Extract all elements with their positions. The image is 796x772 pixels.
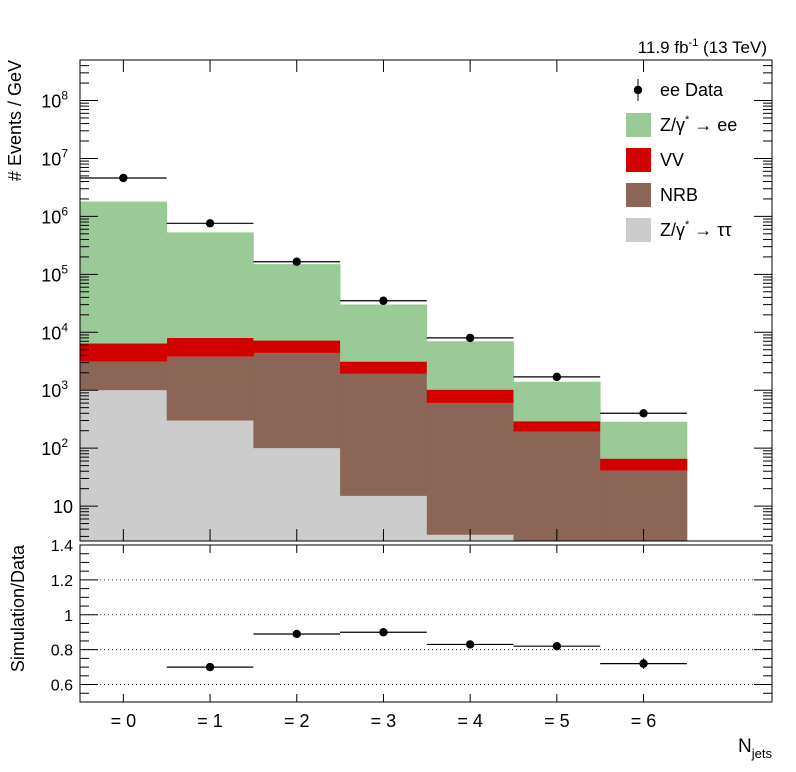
data-points — [80, 173, 687, 418]
bar-z-ee-1 — [166, 232, 254, 338]
ratio-points — [166, 628, 687, 672]
x-tick-label-1: = 1 — [197, 711, 223, 731]
ratio-plot-frame — [79, 544, 773, 703]
bar-vv-4 — [426, 389, 514, 403]
data-point-2 — [292, 257, 301, 266]
x-tick-labels: = 0 = 1 = 2 = 3 = 4 = 5 = 6 — [111, 711, 657, 731]
ratio-point-6 — [639, 659, 648, 668]
bar-z-ee-2 — [253, 264, 341, 341]
bar-z-ee-4 — [426, 341, 514, 390]
x-tick-label-0: = 0 — [111, 711, 137, 731]
ratio-tick-label-4: 1.4 — [51, 538, 73, 555]
legend: ee Data Z/γ* → ee VV NRB Z/γ* → ττ — [626, 79, 737, 242]
y-tick-label-2: 103 — [41, 378, 68, 401]
bar-nrb-0 — [80, 361, 168, 391]
y-axis-title: # Events / GeV — [5, 60, 25, 181]
data-point-6 — [639, 409, 648, 418]
y-tick-label-4: 105 — [41, 262, 68, 285]
ratio-tick-label-2: 1 — [64, 608, 73, 625]
x-tick-label-6: = 6 — [631, 711, 657, 731]
ratio-point-3 — [379, 628, 388, 637]
legend-label-data: ee Data — [660, 80, 724, 100]
ratio-point-5 — [552, 641, 562, 651]
ratio-y-axis-title: Simulation/Data — [8, 544, 28, 672]
ratio-point-2 — [292, 629, 301, 639]
y-tick-label-5: 106 — [41, 204, 68, 227]
legend-swatch-1 — [626, 113, 651, 137]
y-tick-label-7: 108 — [41, 89, 68, 112]
x-tick-label-2: = 2 — [284, 711, 310, 731]
y-tick-label-3: 104 — [41, 320, 68, 343]
legend-label-4: Z/γ* → ττ — [660, 219, 732, 240]
bar-vv-5 — [513, 421, 601, 432]
luminosity-label: 11.9 fb-1 (13 TeV) — [638, 37, 767, 57]
ratio-axes: 0.6 0.8 1 1.2 1.4 — [51, 538, 772, 703]
legend-swatch-3 — [626, 183, 651, 207]
ratio-tick-label-0: 0.6 — [51, 678, 73, 695]
bar-vv-2 — [253, 340, 341, 353]
data-point-5 — [552, 372, 562, 382]
bar-z-ee-3 — [340, 304, 428, 362]
x-tick-label-3: = 3 — [371, 711, 397, 731]
bar-vv-3 — [340, 361, 428, 374]
y-tick-label-0: 10 — [53, 497, 73, 517]
data-point-4 — [465, 333, 475, 343]
x-axis-title: Njets — [738, 736, 772, 761]
ratio-tick-label-1: 0.8 — [51, 643, 73, 660]
bar-z--2 — [253, 448, 341, 541]
ratio-tick-label-3: 1.2 — [51, 573, 73, 590]
bar-nrb-4 — [426, 402, 514, 535]
x-tick-label-5: = 5 — [544, 711, 570, 731]
bar-z-ee-0 — [80, 201, 168, 344]
bar-vv-6 — [600, 458, 688, 471]
bar-vv-1 — [166, 337, 254, 357]
y-tick-label-6: 107 — [41, 146, 68, 169]
upper-plot-frame — [79, 59, 773, 542]
ratio-point-1 — [205, 662, 215, 672]
bar-nrb-3 — [340, 373, 428, 496]
bar-vv-0 — [80, 343, 168, 362]
bar-z--1 — [166, 420, 254, 541]
legend-label-3: NRB — [660, 185, 698, 205]
x-tick-label-4: = 4 — [457, 711, 483, 731]
bar-z-ee-5 — [513, 381, 601, 422]
legend-swatch-4 — [626, 218, 651, 242]
legend-label-2: VV — [660, 150, 684, 170]
data-point-1 — [205, 219, 215, 228]
data-point-3 — [379, 296, 388, 305]
data-point-0 — [119, 173, 128, 183]
bar-nrb-1 — [166, 356, 254, 421]
y-tick-label-1: 102 — [41, 436, 68, 459]
bar-z-ee-6 — [600, 421, 688, 459]
legend-label-1: Z/γ* → ee — [660, 114, 737, 135]
bar-nrb-5 — [513, 431, 601, 541]
bar-z--0 — [80, 390, 168, 541]
bar-nrb-2 — [253, 352, 341, 449]
upper-axes: 10 102 103 104 105 106 107 108 — [41, 59, 772, 541]
ratio-point-4 — [465, 640, 475, 649]
ratio-grid — [80, 579, 772, 685]
stacked-bars — [80, 201, 688, 541]
legend-swatch-2 — [626, 148, 651, 172]
